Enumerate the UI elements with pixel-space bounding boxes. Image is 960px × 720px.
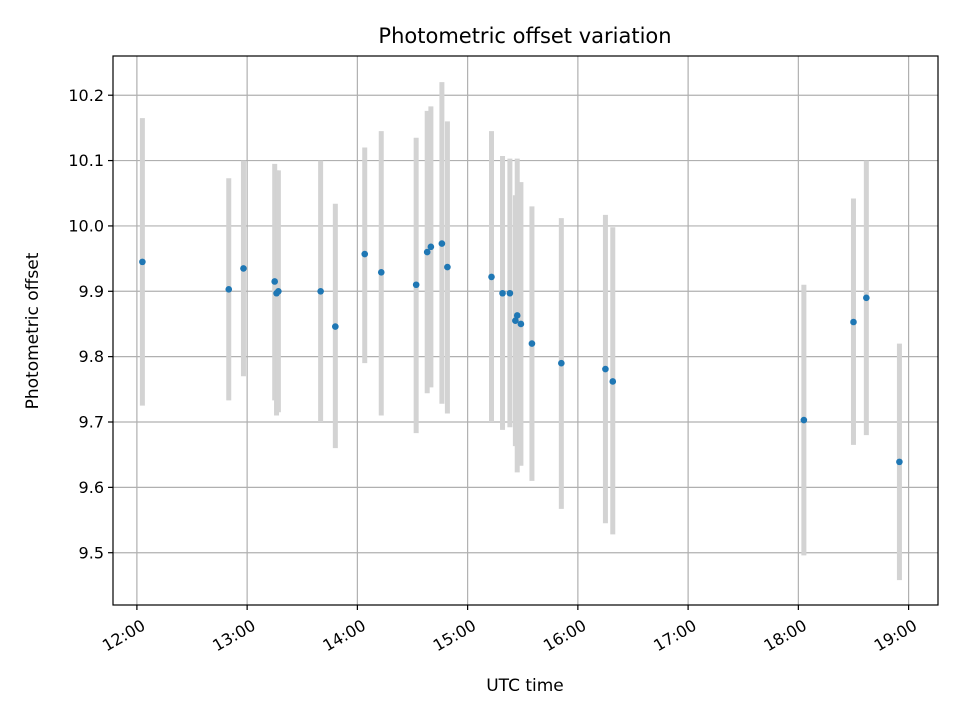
data-points — [139, 240, 903, 466]
x-axis-label: UTC time — [486, 676, 564, 696]
data-point — [412, 281, 420, 289]
data-point — [361, 250, 369, 258]
x-tick-label: 13:00 — [209, 616, 258, 656]
data-point — [225, 286, 233, 293]
data-point — [444, 263, 451, 271]
data-point — [499, 289, 506, 297]
data-point — [275, 287, 282, 295]
y-axis-label: Photometric offset — [23, 252, 43, 409]
data-point — [317, 287, 324, 295]
data-point — [512, 317, 519, 324]
data-point — [240, 265, 247, 272]
data-point — [377, 269, 385, 276]
data-point — [423, 248, 431, 256]
data-point — [896, 458, 903, 466]
data-point — [332, 323, 339, 330]
x-tick-label: 18:00 — [761, 616, 810, 656]
plot-frame — [112, 55, 939, 606]
data-point — [517, 320, 525, 328]
data-point — [427, 243, 435, 251]
data-point — [513, 312, 521, 319]
y-tick-label: 9.9 — [79, 282, 104, 301]
data-point — [609, 378, 617, 385]
error-bars — [139, 82, 902, 581]
x-tick-label: 16:00 — [540, 616, 589, 656]
x-tick-label: 12:00 — [99, 616, 148, 656]
data-point — [139, 258, 146, 266]
data-point — [488, 273, 495, 281]
y-tick-label: 10.2 — [68, 86, 104, 105]
data-point — [506, 289, 514, 297]
y-tick-label: 10.0 — [68, 217, 104, 236]
data-point — [602, 365, 609, 373]
y-tick-label: 9.5 — [79, 543, 104, 562]
x-tick-label: 15:00 — [430, 616, 479, 656]
y-tick-label: 9.8 — [79, 347, 104, 366]
data-point — [438, 240, 446, 247]
y-axis-ticks: 9.5 9.6 9.7 9.8 9.9 10.0 10.1 10.2 — [68, 86, 113, 562]
y-tick-label: 9.7 — [79, 413, 104, 432]
data-point — [558, 359, 565, 367]
chart-title: Photometric offset variation — [378, 24, 671, 48]
data-point — [528, 340, 536, 347]
x-axis-ticks: 12:00 13:00 14:00 15:00 16:00 17:00 18:00 19:00 — [99, 605, 920, 655]
grid-lines — [113, 56, 938, 605]
x-tick-label: 19:00 — [871, 616, 920, 656]
y-tick-label: 10.1 — [68, 151, 104, 170]
y-tick-label: 9.6 — [79, 478, 104, 497]
data-point — [863, 294, 870, 302]
data-point — [850, 318, 857, 326]
x-tick-label: 17:00 — [650, 616, 699, 656]
x-tick-label: 14:00 — [320, 616, 369, 656]
data-point — [800, 416, 808, 424]
data-point — [271, 278, 278, 285]
